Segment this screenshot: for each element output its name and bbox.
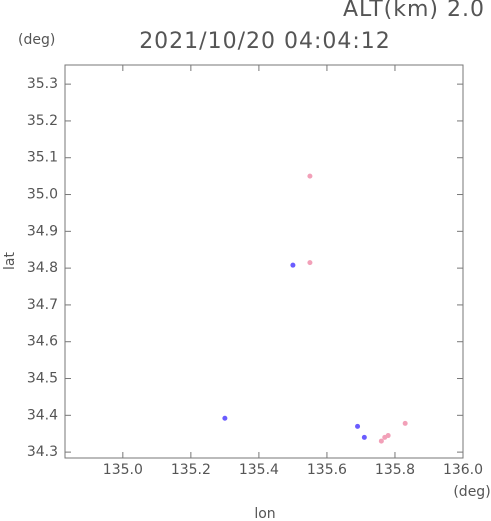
x-tick-label: 135.2 [171,462,211,478]
echo-point [307,173,313,179]
y-tick-label: 35.1 [27,150,58,166]
y-tick-label: 35.2 [27,113,58,129]
chart-title: 2021/10/20 04:04:12 [139,29,391,54]
echo-point [385,433,391,439]
x-unit: (deg) [453,484,490,500]
echo-point [355,423,361,429]
y-tick-label: 35.0 [27,187,58,203]
plot-frame [64,64,464,459]
echo-point [361,434,367,440]
y-tick-label: 34.7 [27,297,58,313]
x-axis-label: lon [254,506,275,521]
x-tick-label: 135.8 [375,462,415,478]
y-tick-label: 34.6 [27,334,58,350]
x-tick-label: 136.0 [443,462,483,478]
y-tick-label: 34.3 [27,444,58,460]
x-tick-label: 135.4 [239,462,279,478]
x-tick-label: 135.0 [103,462,143,478]
echo-point [402,420,408,426]
echo-point [290,262,296,268]
y-tick-label: 35.3 [27,76,58,92]
x-tick-label: 135.6 [307,462,347,478]
y-unit: (deg) [18,32,55,48]
echo-point [307,260,313,266]
y-axis-label: lat [2,252,18,270]
y-tick-label: 34.8 [27,260,58,276]
echo-point [222,415,228,421]
altitude-label: ALT(km) 2.0 [343,0,485,22]
y-tick-label: 34.9 [27,223,58,239]
y-tick-label: 34.4 [27,407,58,423]
y-tick-label: 34.5 [27,371,58,387]
echo-point [378,438,384,444]
